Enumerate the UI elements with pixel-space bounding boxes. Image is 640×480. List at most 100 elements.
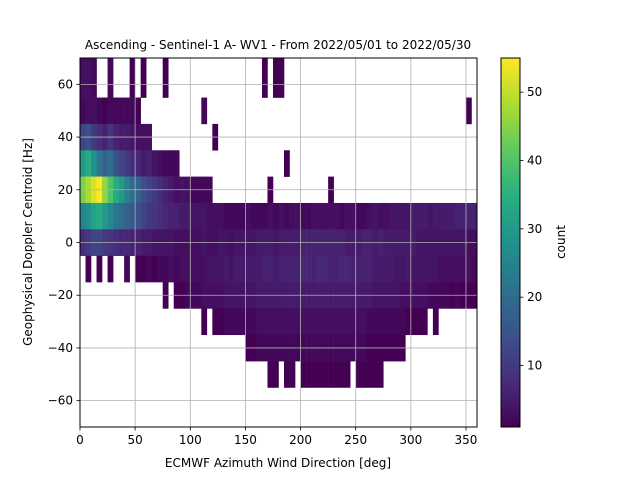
heatmap-cell [416, 202, 423, 230]
colorbar-tick-label: 20 [527, 290, 542, 304]
heatmap-cell [284, 150, 290, 177]
heatmap-cell [234, 202, 241, 230]
heatmap-cell [366, 255, 373, 283]
heatmap-cell [405, 202, 412, 230]
heatmap-cell [217, 255, 224, 283]
heatmap-cell [206, 255, 213, 283]
grid-lines [79, 58, 477, 427]
heatmap-cell [250, 255, 257, 283]
heatmap-cell [201, 308, 208, 336]
heatmap-cell [289, 255, 296, 283]
heatmap-cell [438, 255, 445, 283]
heatmap-cell [250, 308, 257, 336]
heatmap-cell [195, 202, 202, 230]
heatmap-cell [272, 308, 279, 336]
colorbar-tick-label: 40 [527, 154, 542, 168]
heatmap-cell [361, 361, 368, 388]
heatmap-cell [355, 361, 362, 388]
heatmap-cell [366, 308, 373, 336]
heatmap-cell [102, 202, 108, 230]
heatmap-cell [438, 202, 445, 230]
heatmap-cell [184, 202, 191, 230]
heatmap-cell [460, 255, 467, 283]
heatmap-cell [201, 255, 208, 283]
y-tick-label: −60 [48, 394, 73, 408]
heatmap-cell [124, 150, 130, 177]
heatmap-cell [85, 202, 92, 230]
heatmap-cell [300, 308, 307, 336]
heatmap-cell [146, 150, 152, 177]
heatmap-cell [317, 361, 323, 388]
heatmap-cell [333, 361, 340, 388]
heatmap-cell [140, 150, 147, 177]
heatmap-cell [184, 255, 191, 283]
heatmap-cell [465, 97, 472, 125]
heatmap-cell [239, 308, 246, 336]
heatmap-cell [306, 308, 312, 336]
heatmap-cell [228, 202, 235, 230]
heatmap-cell [157, 255, 163, 283]
heatmap-cell [377, 255, 384, 283]
heatmap-cell [328, 255, 334, 283]
heatmap-cell [350, 308, 356, 336]
heatmap-cell [317, 202, 323, 230]
heatmap-cell [162, 255, 169, 283]
heatmap-cell [355, 255, 362, 283]
heatmap-cell [344, 202, 351, 230]
heatmap-cell [361, 308, 368, 336]
heatmap-cell [179, 255, 186, 283]
heatmap-cell [223, 202, 230, 230]
heatmap-cell [333, 308, 340, 336]
y-tick-label: −20 [48, 288, 73, 302]
heatmap-cell [267, 255, 274, 283]
heatmap-cell [339, 202, 345, 230]
heatmap-cell [377, 202, 384, 230]
heatmap-cell [124, 202, 130, 230]
heatmap-cell [355, 308, 362, 336]
heatmap-cell [245, 202, 252, 230]
colorbar-label: count [554, 225, 568, 259]
y-axis-label: Geophysical Doppler Centroid [Hz] [21, 138, 35, 346]
heatmap-cell [339, 308, 345, 336]
x-tick-label: 300 [399, 433, 422, 447]
heatmap-cell [427, 202, 434, 230]
heatmap-cell [201, 202, 208, 230]
heatmap-cell [399, 308, 406, 336]
heatmap-cell [256, 308, 263, 336]
heatmap-cell [272, 361, 279, 388]
heatmap-cell [317, 255, 323, 283]
heatmap-cell [135, 150, 141, 177]
heatmap-cell [443, 255, 450, 283]
heatmap-cell [289, 361, 296, 388]
heatmap-cell [350, 255, 356, 283]
y-tick-label: 40 [58, 130, 73, 144]
heatmap-cell [300, 202, 307, 230]
heatmap-cell [107, 58, 114, 98]
heatmap-cell [278, 255, 285, 283]
heatmap-cell [361, 255, 368, 283]
heatmap-cell [272, 58, 279, 98]
heatmap-cells [80, 58, 478, 388]
heatmap-cell [306, 202, 312, 230]
heatmap-cell [168, 150, 175, 177]
heatmap-cell [135, 97, 141, 125]
heatmap-cell [212, 308, 219, 336]
heatmap-cell [278, 202, 285, 230]
heatmap-cell [129, 150, 136, 177]
heatmap-cell [394, 308, 401, 336]
heatmap-cell [96, 150, 103, 177]
heatmap-cell [394, 255, 401, 283]
heatmap-cell [377, 308, 384, 336]
colorbar-tick-label: 50 [527, 85, 542, 99]
heatmap-cell [388, 202, 395, 230]
heatmap-cell [96, 97, 103, 125]
heatmap-cell [432, 202, 439, 230]
heatmap-cell [151, 255, 158, 283]
heatmap-cell [102, 97, 108, 125]
heatmap-cell [113, 202, 119, 230]
heatmap-cell [151, 202, 158, 230]
heatmap-cell [328, 308, 334, 336]
heatmap-cell [399, 255, 406, 283]
heatmap-cell [394, 202, 401, 230]
heatmap-cell [261, 308, 268, 336]
